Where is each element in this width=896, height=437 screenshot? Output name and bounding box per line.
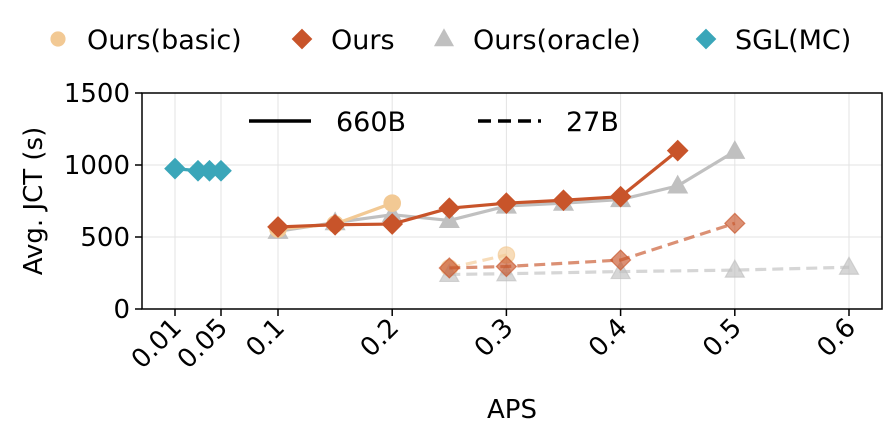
data-point — [383, 194, 401, 212]
data-point — [723, 212, 746, 235]
data-point — [267, 216, 289, 238]
linestyle-legend: 660B 27B — [249, 107, 619, 138]
plot-frame — [141, 92, 883, 310]
legend-marker — [50, 31, 66, 47]
x-tick-label: 0.4 — [583, 313, 633, 363]
legend-label: Ours(oracle) — [473, 25, 641, 56]
data-point — [438, 197, 461, 220]
data-point — [438, 257, 461, 279]
legend-label: Ours(basic) — [87, 25, 242, 56]
y-axis-title: Avg. JCT (s) — [19, 127, 49, 275]
data-point — [666, 139, 689, 162]
x-tick-label: 0.01 — [126, 313, 188, 375]
y-tick-label: 500 — [80, 223, 130, 253]
series-line — [448, 253, 507, 270]
plot-area — [164, 139, 860, 283]
data-point — [495, 255, 518, 278]
series-ours-660b — [267, 139, 689, 238]
legend-marker — [291, 28, 313, 50]
linestyle-label: 27B — [566, 107, 619, 138]
x-tick-label: 0.1 — [240, 313, 290, 363]
data-point — [552, 189, 575, 212]
legend-label: Ours — [331, 25, 395, 56]
series-line — [449, 221, 736, 270]
y-axis: 0 500 1000 1500 — [64, 79, 142, 325]
data-point — [609, 249, 632, 271]
x-tick-label: 0.3 — [469, 313, 519, 363]
y-tick-label: 0 — [113, 295, 130, 325]
series-sgl-mc--660b — [164, 157, 232, 182]
x-tick-label: 0.2 — [355, 313, 405, 363]
data-point — [838, 256, 860, 275]
data-point — [381, 213, 404, 235]
data-point — [324, 213, 346, 236]
data-point — [724, 140, 746, 159]
data-point — [164, 157, 186, 180]
data-point — [210, 159, 232, 182]
data-point — [667, 174, 689, 194]
series-ours-27b — [438, 212, 746, 279]
data-point — [724, 258, 746, 278]
legend-marker — [433, 28, 455, 47]
x-axis: 0.010.05 0.1 0.2 0.3 0.4 0.5 0.6 — [126, 309, 862, 375]
legend-label: SGL(MC) — [735, 25, 851, 56]
data-point — [495, 192, 518, 215]
x-tick-label: 0.6 — [811, 313, 861, 363]
data-point — [609, 185, 632, 208]
y-tick-label: 1500 — [64, 79, 130, 109]
x-axis-title: APS — [487, 395, 537, 425]
x-tick-label: 0.05 — [172, 313, 234, 375]
x-tick-label: 0.5 — [697, 313, 747, 363]
y-tick-label: 1000 — [64, 151, 130, 181]
legend-marker — [695, 28, 717, 50]
linestyle-label: 660B — [336, 107, 406, 138]
legend: Ours(basic) Ours Ours(oracle) SGL(MC) — [50, 25, 851, 56]
